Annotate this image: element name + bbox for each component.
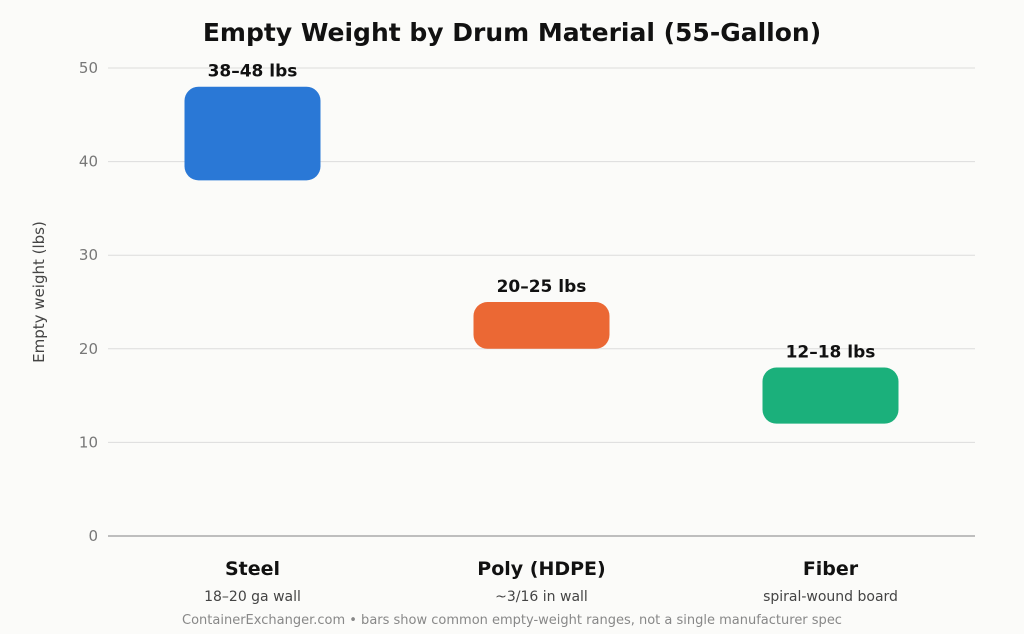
footnote: ContainerExchanger.com • bars show commo…: [182, 613, 842, 628]
bars: 38–48 lbs 20–25 lbs 12–18 lbs: [184, 62, 899, 424]
y-tick-labels: 0 10 20 30 40 50: [79, 59, 98, 545]
y-tick-label: 10: [79, 433, 98, 451]
category-labels: Steel 18–20 ga wall Poly (HDPE) ~3/16 in wa…: [204, 558, 898, 605]
category-label: Fiber: [803, 558, 859, 580]
chart-title: Empty Weight by Drum Material (55-Gallon…: [203, 18, 821, 47]
category-sublabel: 18–20 ga wall: [204, 589, 301, 605]
bar-steel: [184, 86, 321, 181]
bar-poly-hdpe: [473, 302, 610, 349]
y-tick-label: 30: [79, 246, 98, 264]
category-label: Poly (HDPE): [477, 558, 605, 580]
y-tick-label: 50: [79, 59, 98, 77]
category-label: Steel: [225, 558, 280, 580]
bar-fiber: [762, 367, 899, 424]
data-label: 20–25 lbs: [497, 277, 587, 297]
y-tick-label: 20: [79, 340, 98, 358]
y-tick-label: 40: [79, 153, 98, 171]
category-sublabel: spiral-wound board: [763, 589, 898, 605]
data-label: 38–48 lbs: [208, 62, 298, 82]
category-sublabel: ~3/16 in wall: [495, 589, 588, 605]
y-axis-label: Empty weight (lbs): [30, 221, 48, 363]
data-label: 12–18 lbs: [786, 343, 876, 363]
y-tick-label: 0: [88, 527, 98, 545]
